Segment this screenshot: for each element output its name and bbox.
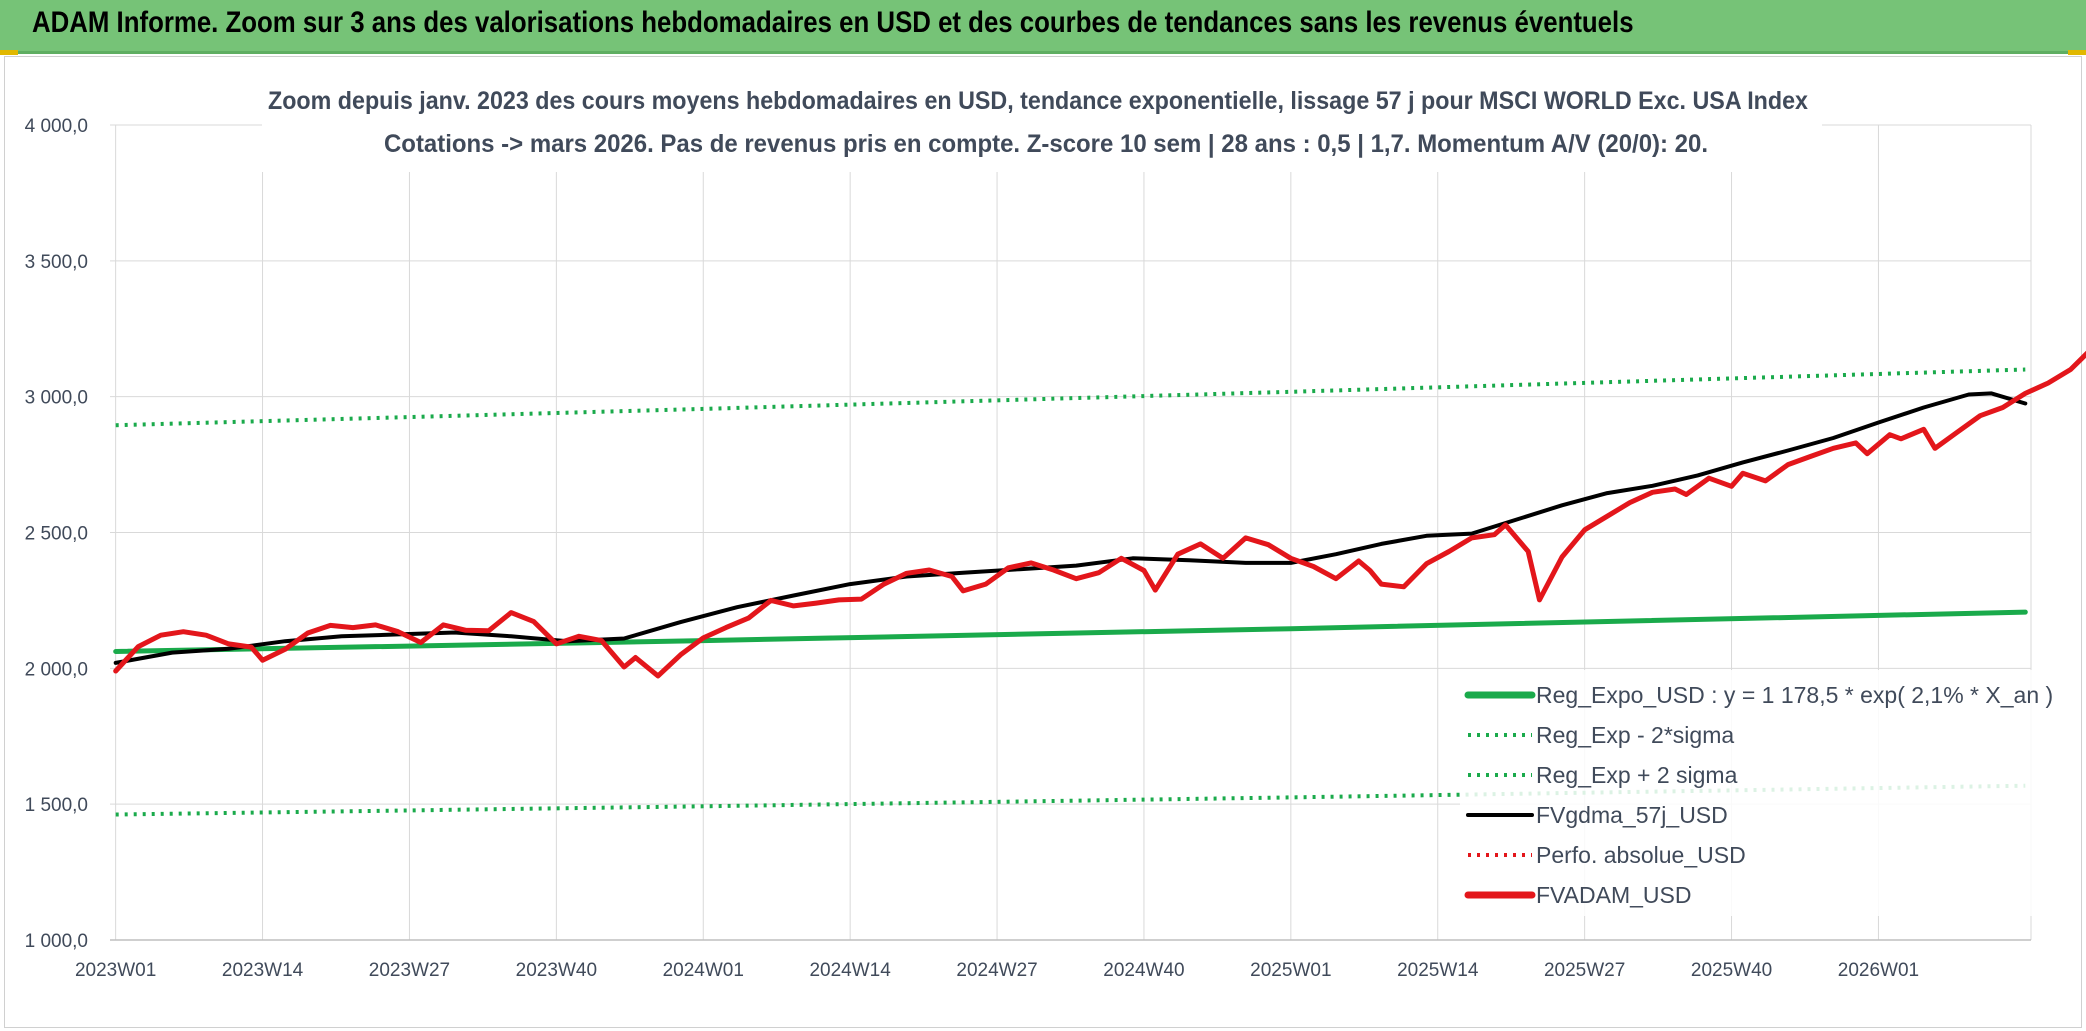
y-tick-label: 3 500,0 bbox=[25, 252, 88, 273]
x-tick-label: 2024W14 bbox=[809, 960, 891, 981]
legend-label-0: Reg_Expo_USD : y = 1 178,5 * exp( 2,1% *… bbox=[1536, 682, 2053, 708]
header-bar: ADAM Informe. Zoom sur 3 ans des valoris… bbox=[0, 0, 2086, 54]
legend-box bbox=[1460, 670, 2038, 916]
x-tick-label: 2024W40 bbox=[1103, 960, 1184, 981]
x-tick-label: 2023W40 bbox=[516, 960, 597, 981]
legend-label-5: FVADAM_USD bbox=[1536, 882, 1692, 908]
y-tick-label: 2 500,0 bbox=[25, 524, 88, 545]
y-tick-label: 3 000,0 bbox=[25, 388, 88, 409]
x-tick-label: 2026W01 bbox=[1838, 960, 1919, 981]
chart-frame bbox=[4, 56, 2082, 1028]
series-layer bbox=[113, 350, 2086, 817]
legend-label-1: Reg_Exp - 2*sigma bbox=[1536, 722, 1734, 748]
y-tick-label: 1 500,0 bbox=[25, 795, 88, 816]
series-line-5 bbox=[113, 350, 2086, 679]
series-line-0 bbox=[113, 609, 2028, 654]
x-tick-label: 2023W01 bbox=[75, 960, 156, 981]
axes: 1 000,0 1 500,0 2 000,0 2 500,0 3 000,0 3 500… bbox=[25, 116, 2031, 981]
series-line-2 bbox=[115, 367, 2026, 428]
title-backdrop bbox=[262, 80, 1822, 172]
legend-label-2: Reg_Exp + 2 sigma bbox=[1536, 762, 1738, 788]
x-tick-label: 2025W01 bbox=[1250, 960, 1331, 981]
x-tick-label: 2025W27 bbox=[1544, 960, 1625, 981]
legend-label-3: FVgdma_57j_USD bbox=[1536, 802, 1728, 828]
y-tick-label: 1 000,0 bbox=[25, 931, 88, 952]
report-title: ADAM Informe. Zoom sur 3 ans des valoris… bbox=[32, 6, 1634, 39]
x-tick-label: 2025W14 bbox=[1397, 960, 1479, 981]
x-tick-label: 2025W40 bbox=[1691, 960, 1772, 981]
x-tick-label: 2023W27 bbox=[369, 960, 450, 981]
y-tick-label: 4 000,0 bbox=[25, 116, 88, 137]
y-tick-label: 2 000,0 bbox=[25, 659, 88, 680]
legend: Reg_Expo_USD : y = 1 178,5 * exp( 2,1% *… bbox=[1460, 670, 2053, 916]
x-tick-label: 2024W27 bbox=[956, 960, 1037, 981]
x-tick-label: 2024W01 bbox=[663, 960, 744, 981]
footer-strip bbox=[0, 1027, 2086, 1031]
header-accent-left bbox=[0, 50, 18, 55]
x-tick-label: 2023W14 bbox=[222, 960, 304, 981]
chart-title: Zoom depuis janv. 2023 des cours moyens … bbox=[268, 87, 1808, 115]
header-accent-right bbox=[2068, 50, 2086, 55]
legend-label-4: Perfo. absolue_USD bbox=[1536, 842, 1746, 868]
series-line-3 bbox=[113, 391, 2028, 665]
chart-subtitle: Cotations -> mars 2026. Pas de revenus p… bbox=[384, 130, 1708, 158]
